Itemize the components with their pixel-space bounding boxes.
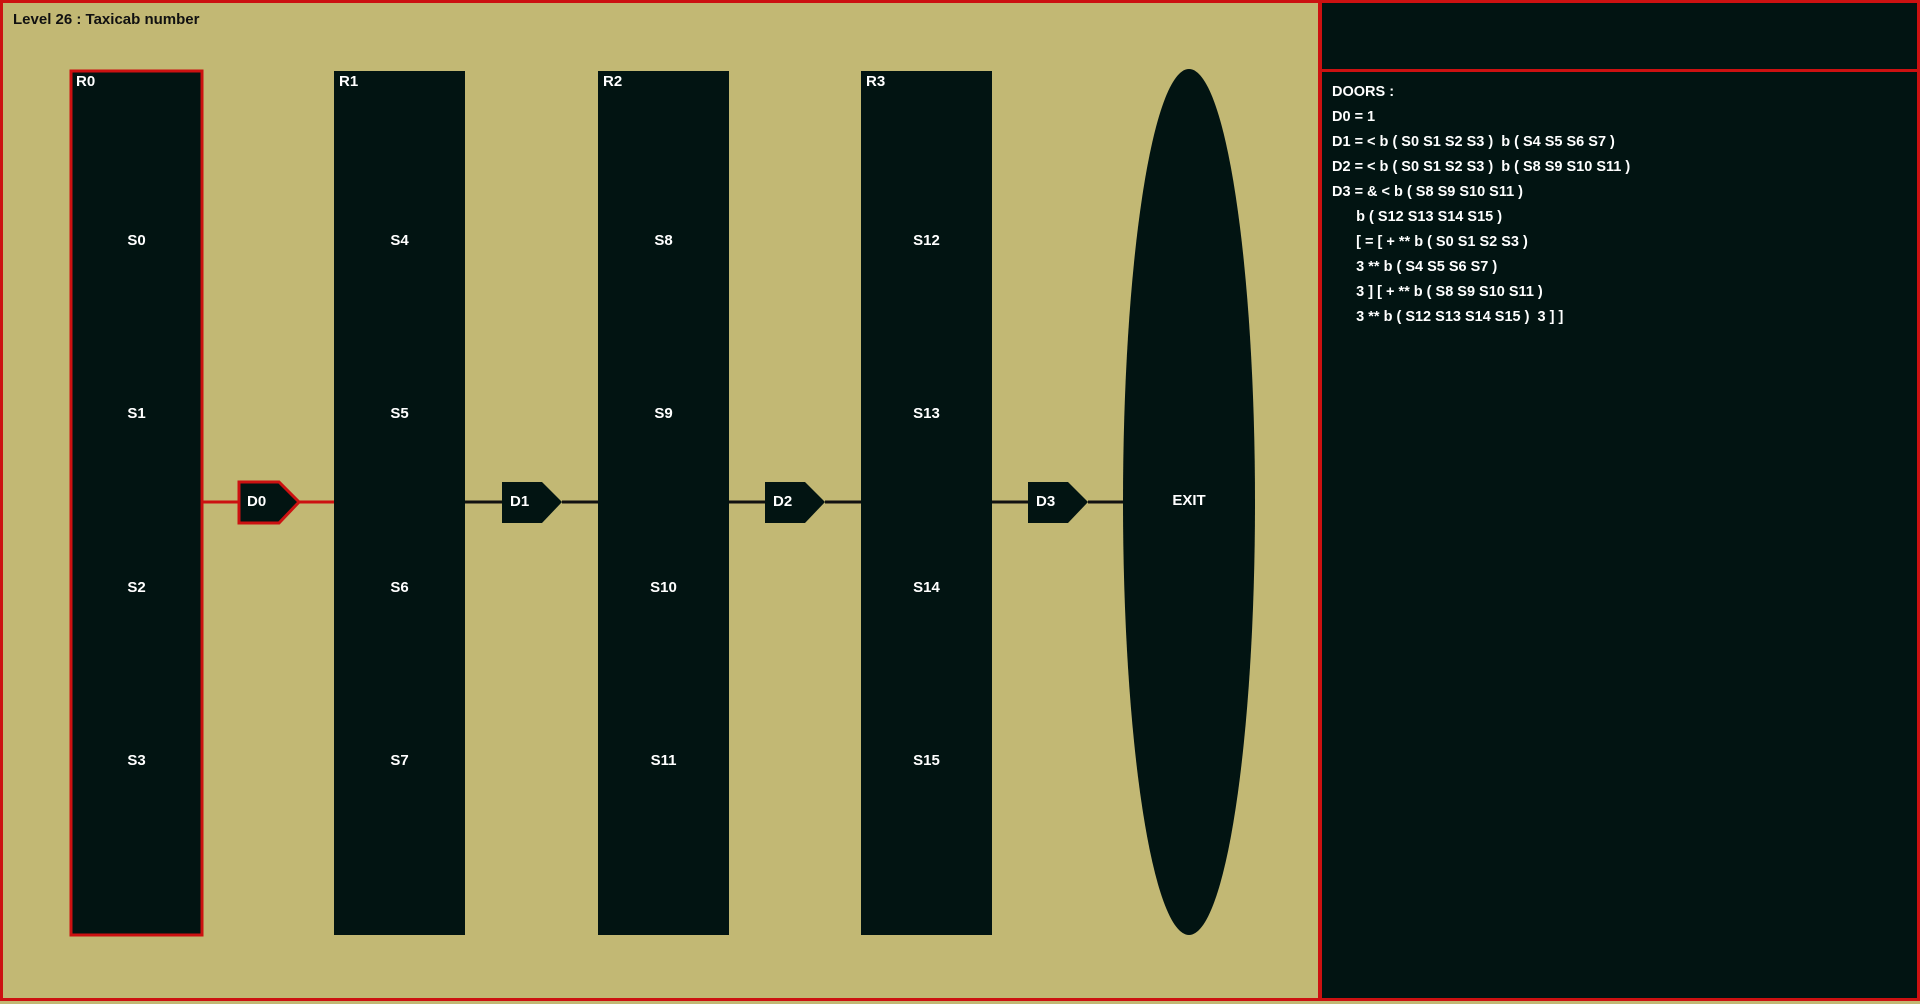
door-definition-line: D3 = & < b ( S8 S9 S10 S11 ) — [1332, 184, 1524, 200]
door-definition-line: D1 = < b ( S0 S1 S2 S3 ) b ( S4 S5 S6 S7… — [1332, 134, 1615, 150]
side-header-panel — [1319, 0, 1920, 72]
door-d1[interactable] — [502, 482, 562, 523]
switch-s2: S2 — [127, 579, 145, 596]
switch-s5: S5 — [390, 405, 408, 422]
room-map: R0 S0 S1 S2 S3 R1 S4 S5 S6 S7 R2 S8 S9 S10 S11 R3 S12 S13… — [69, 69, 1255, 937]
game-board: Level 26 : Taxicab number R0 S0 S1 S2 S3 R1 S4… — [0, 0, 1321, 1001]
doors-definitions: DOORS : D0 = 1 D1 = < b ( S0 S1 S2 S3 ) b … — [1332, 80, 1630, 330]
switch-s0: S0 — [127, 232, 145, 249]
room-label: R0 — [76, 73, 95, 90]
switch-s11: S11 — [651, 752, 677, 769]
door-label: D0 — [247, 493, 266, 510]
door-definition-line: 3 ** b ( S4 S5 S6 S7 ) — [1332, 259, 1498, 275]
switch-s6: S6 — [390, 579, 408, 596]
room-label: R2 — [603, 73, 622, 90]
doors-panel: DOORS : D0 = 1 D1 = < b ( S0 S1 S2 S3 ) b … — [1319, 69, 1920, 1001]
switch-s14: S14 — [913, 579, 940, 596]
exit-label: EXIT — [1172, 492, 1205, 509]
switch-s9: S9 — [654, 405, 672, 422]
door-definition-line: 3 ] [ + ** b ( S8 S9 S10 S11 ) — [1332, 284, 1543, 300]
room-r2[interactable] — [598, 71, 729, 935]
room-r0[interactable] — [69, 69, 204, 937]
door-label: D2 — [773, 493, 792, 510]
switch-s3: S3 — [127, 752, 145, 769]
switch-s10: S10 — [650, 579, 677, 596]
door-definition-line: 3 ** b ( S12 S13 S14 S15 ) 3 ] ] — [1332, 309, 1564, 325]
door-definition-line: [ = [ + ** b ( S0 S1 S2 S3 ) — [1332, 234, 1528, 250]
door-definition-line: D0 = 1 — [1332, 109, 1376, 125]
door-d3[interactable] — [1028, 482, 1088, 523]
door-label: D1 — [510, 493, 529, 510]
room-label: R3 — [866, 73, 885, 90]
switch-s13: S13 — [913, 405, 940, 422]
switch-s7: S7 — [390, 752, 408, 769]
room-r3[interactable] — [861, 71, 992, 935]
door-definition-line: D2 = < b ( S0 S1 S2 S3 ) b ( S8 S9 S10 S… — [1332, 159, 1631, 175]
switch-s12: S12 — [913, 232, 940, 249]
switch-s1: S1 — [127, 405, 145, 422]
room-r1[interactable] — [334, 71, 465, 935]
room-label: R1 — [339, 73, 358, 90]
door-label: D3 — [1036, 493, 1055, 510]
door-d2[interactable] — [765, 482, 825, 523]
switch-s8: S8 — [654, 232, 672, 249]
doors-heading: DOORS : — [1332, 84, 1395, 100]
level-title: Level 26 : Taxicab number — [13, 11, 200, 28]
switch-s4: S4 — [390, 232, 409, 249]
door-definition-line: b ( S12 S13 S14 S15 ) — [1332, 209, 1503, 225]
door-d0[interactable] — [237, 480, 302, 525]
switch-s15: S15 — [913, 752, 940, 769]
exit-zone[interactable] — [1123, 69, 1255, 935]
